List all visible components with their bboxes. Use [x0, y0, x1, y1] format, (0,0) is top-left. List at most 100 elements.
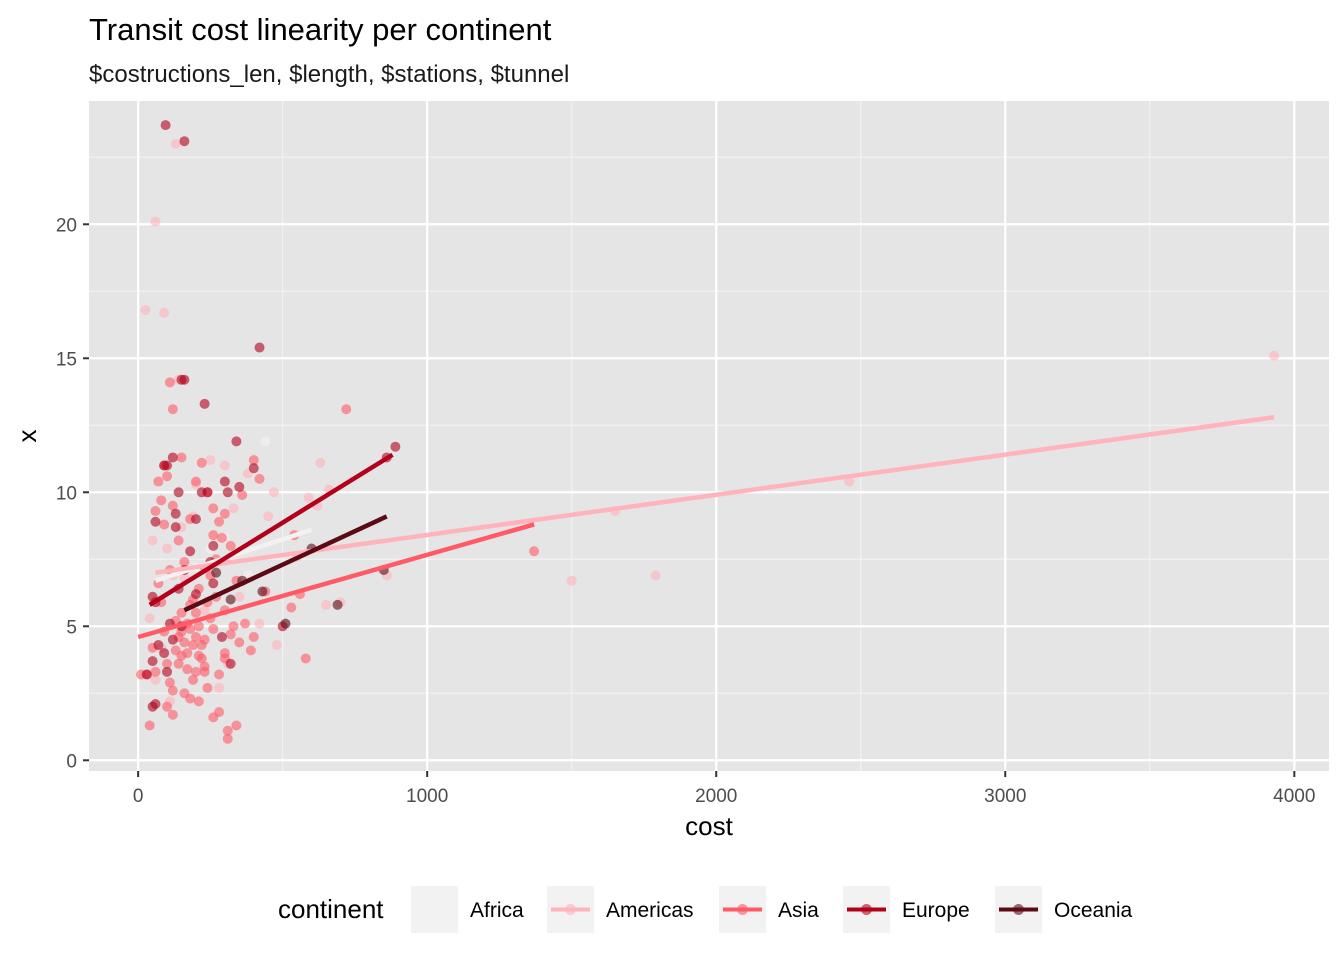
data-point — [167, 685, 178, 696]
data-point — [182, 648, 193, 659]
data-point — [237, 489, 248, 500]
data-point — [219, 508, 230, 519]
data-point — [199, 634, 210, 645]
data-point — [231, 436, 242, 447]
legend-label: Europe — [902, 899, 970, 922]
data-point — [147, 656, 158, 667]
data-point — [170, 138, 181, 149]
data-point — [147, 535, 158, 546]
trend-lines — [137, 415, 1275, 640]
legend-key-point — [737, 904, 748, 915]
data-point — [248, 463, 259, 474]
data-point — [167, 709, 178, 720]
trend-line-asia — [137, 522, 535, 640]
data-point — [190, 589, 201, 600]
x-tick-label: 2000 — [695, 786, 737, 807]
data-point — [219, 476, 230, 487]
data-point — [170, 508, 181, 519]
legend-title: continent — [278, 894, 384, 924]
data-point — [214, 516, 225, 527]
grid — [89, 101, 1329, 771]
data-point — [144, 613, 155, 624]
data-point — [156, 495, 167, 506]
trend-line-americas — [155, 415, 1275, 575]
legend-key-point — [861, 904, 872, 915]
x-tick-label: 0 — [133, 786, 144, 807]
data-point — [268, 487, 279, 498]
data-point — [341, 404, 352, 415]
chart-title: Transit cost linearity per continent — [89, 12, 552, 47]
data-point — [650, 570, 661, 581]
legend-key-point — [1013, 904, 1024, 915]
data-point — [193, 696, 204, 707]
data-point — [222, 487, 233, 498]
data-point — [225, 629, 236, 640]
data-point — [271, 640, 282, 651]
data-point — [225, 594, 236, 605]
data-point — [190, 666, 201, 677]
data-point — [162, 666, 173, 677]
data-point — [179, 637, 190, 648]
x-tick-label: 4000 — [1273, 786, 1315, 807]
data-point — [176, 452, 187, 463]
data-point — [286, 602, 297, 613]
data-point — [222, 733, 233, 744]
data-point — [193, 650, 204, 661]
data-point — [179, 136, 190, 147]
data-point — [199, 666, 210, 677]
data-point — [188, 640, 199, 651]
data-point — [173, 535, 184, 546]
y-axis-title: x — [12, 430, 42, 443]
data-point — [190, 514, 201, 525]
data-point — [214, 669, 225, 680]
data-point — [173, 658, 184, 669]
data-point — [208, 578, 219, 589]
data-point — [199, 605, 210, 616]
data-point — [529, 546, 540, 557]
data-point — [159, 519, 170, 530]
data-point — [199, 398, 210, 409]
data-point — [160, 120, 171, 131]
data-point — [167, 452, 178, 463]
data-point — [190, 607, 201, 618]
data-point — [196, 487, 207, 498]
plot-panel — [89, 101, 1329, 771]
y-tick-label: 0 — [66, 751, 77, 772]
legend-label: Oceania — [1054, 899, 1133, 922]
data-point — [254, 473, 265, 484]
data-point — [263, 511, 274, 522]
legend-item-europe: Europe — [843, 886, 970, 933]
legend-key-point — [429, 904, 440, 915]
data-point — [303, 492, 314, 503]
data-point — [300, 653, 311, 664]
data-point — [245, 645, 256, 656]
data-point — [150, 674, 161, 685]
data-point — [159, 648, 170, 659]
chart-subtitle: $costructions_len, $length, $stations, $… — [89, 61, 569, 88]
data-point — [216, 532, 227, 543]
data-point — [176, 607, 187, 618]
data-point — [150, 516, 161, 527]
data-point — [216, 632, 227, 642]
x-tick-label: 3000 — [984, 786, 1026, 807]
data-point — [214, 682, 225, 693]
x-axis-title: cost — [685, 811, 733, 841]
data-point — [248, 632, 259, 642]
data-point — [332, 599, 343, 610]
legend-item-americas: Americas — [547, 886, 694, 933]
data-point — [150, 666, 161, 677]
data-point — [185, 693, 196, 704]
y-tick-label: 20 — [56, 215, 77, 236]
data-point — [150, 699, 161, 709]
data-point — [182, 664, 193, 675]
legend: continent Africa Americas Asia Europe Oceani… — [278, 886, 1133, 933]
trend-line-europe — [148, 452, 394, 607]
data-point — [153, 640, 164, 651]
legend-item-asia: Asia — [719, 886, 819, 933]
data-point — [190, 476, 201, 487]
data-point — [185, 546, 196, 557]
data-point — [228, 503, 239, 514]
data-point — [257, 586, 268, 597]
legend-label: Americas — [606, 899, 694, 922]
